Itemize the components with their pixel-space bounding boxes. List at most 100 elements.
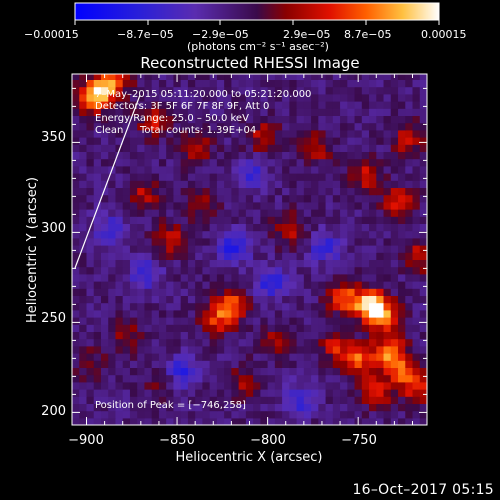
heatmap-cell [180,173,189,181]
heatmap-cell [253,353,261,361]
heatmap-cell [166,302,175,311]
heatmap-cell [238,417,247,425]
heatmap-cell [79,360,88,368]
heatmap-cell [224,108,232,116]
heatmap-cell [173,144,182,152]
heatmap-cell [173,295,182,304]
heatmap-cell [86,237,95,246]
heatmap-cell [224,360,232,368]
heatmap-cell [383,353,392,361]
heatmap-cell [238,281,247,289]
heatmap-cell [419,288,427,296]
heatmap-cell [72,201,80,210]
heatmap-cell [144,122,153,131]
heatmap-cell [180,288,189,296]
heatmap-cell [390,201,399,210]
heatmap-cell [173,187,182,196]
heatmap-cell [144,324,153,332]
heatmap-cell [158,273,167,282]
heatmap-cell [93,115,102,124]
heatmap-cell [238,180,247,188]
heatmap-cell [267,230,276,239]
heatmap-cell [332,302,341,311]
heatmap-cell [187,115,196,124]
heatmap-cell [332,115,341,124]
heatmap-cell [383,86,392,95]
heatmap-cell [216,223,225,232]
heatmap-cell [129,338,138,347]
heatmap-cell [369,144,377,152]
heatmap-cell [166,324,175,332]
heatmap-cell [318,79,327,88]
heatmap-cell [86,158,95,167]
heatmap-cell [129,194,138,203]
heatmap-cell [318,216,327,224]
heatmap-cell [332,74,341,80]
heatmap-cell [166,108,175,116]
heatmap-cell [245,108,254,116]
heatmap-cell [72,173,80,181]
heatmap-cell [267,324,276,332]
heatmap-cell [137,209,146,217]
heatmap-cell [115,194,124,203]
heatmap-cell [253,187,261,196]
heatmap-cell [376,360,385,368]
heatmap-cell [187,223,196,232]
heatmap-cell [260,324,269,332]
solar-limb-line [74,94,141,269]
heatmap-cell [122,93,131,102]
heatmap-cell [267,101,276,109]
heatmap-cell [289,86,298,95]
heatmap-cell [216,137,225,145]
heatmap-cell [318,129,327,138]
heatmap-cell [361,137,370,145]
heatmap-cell [79,108,88,116]
heatmap-cell [216,345,225,354]
heatmap-cell [86,338,95,347]
heatmap-cell [282,331,290,340]
heatmap-cell [412,245,421,253]
heatmap-cell [187,158,196,167]
heatmap-cell [245,201,254,210]
heatmap-cell [361,122,370,131]
heatmap-cell [122,115,131,124]
heatmap-cell [347,353,356,361]
heatmap-cell [282,403,290,412]
heatmap-cell [325,173,334,181]
heatmap-cell [311,122,319,131]
heatmap-cell [79,396,88,404]
heatmap-cell [369,259,377,268]
heatmap-cell [166,353,175,361]
heatmap-cell [202,331,211,340]
heatmap-cell [224,374,232,383]
heatmap-cell [332,101,341,109]
heatmap-cell [93,158,102,167]
heatmap-cell [303,367,312,376]
heatmap-cell [158,410,167,419]
heatmap-cell [419,331,427,340]
heatmap-cell [108,137,117,145]
heatmap-cell [354,324,363,332]
heatmap-cell [158,266,167,275]
heatmap-cell [369,74,377,80]
heatmap-cell [151,201,160,210]
heatmap-cell [158,115,167,124]
heatmap-cell [311,108,319,116]
heatmap-cell [108,324,117,332]
heatmap-cell [158,74,167,80]
heatmap-cell [144,281,153,289]
heatmap-cell [79,144,88,152]
heatmap-cell [137,360,146,368]
heatmap-cell [412,403,421,412]
heatmap-cell [260,108,269,116]
heatmap-cell [245,309,254,318]
heatmap-cell [209,187,218,196]
heatmap-cell [412,410,421,419]
heatmap-cell [115,396,124,404]
heatmap-cell [202,288,211,296]
heatmap-cell [419,317,427,325]
heatmap-cell [376,158,385,167]
heatmap-cell [151,165,160,174]
heatmap-cell [158,302,167,311]
heatmap-cell [129,331,138,340]
